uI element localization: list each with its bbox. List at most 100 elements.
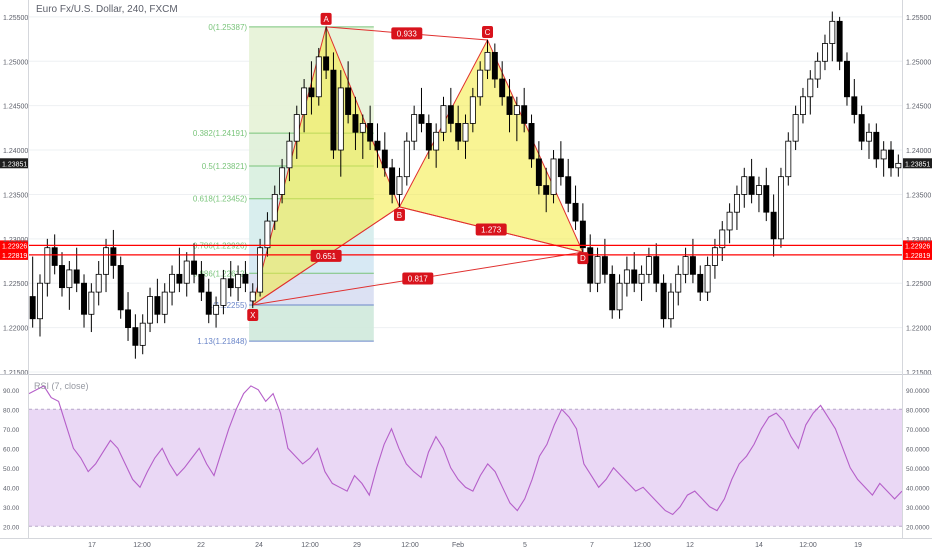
candle [139,314,146,355]
candle-body-up [147,296,154,324]
candle-body-down [330,69,337,151]
candle-body-down [227,278,234,289]
candle-body-up [638,273,645,284]
chart-title: Euro Fx/U.S. Dollar, 240, FXCM [36,4,178,15]
candle [822,34,828,71]
candle [829,11,836,62]
candle-body-up [359,123,366,133]
rsi-tick-label-left: 50.00 [3,466,20,473]
time-tick-label: 5 [523,542,527,549]
rsi-tick-label-left: 40.00 [3,485,20,492]
price-tick-label-right: 1.24000 [906,148,931,155]
candle-body-down [565,176,572,204]
candle-body-up [513,105,520,115]
price-axis-right: 1.25500 1.25000 1.24500 1.24000 1.23500 1.230… [906,15,931,377]
candle [59,252,65,297]
candle-body-up [682,256,689,275]
candle [37,274,43,337]
candle [770,194,777,257]
time-tick-label: Feb [452,542,464,549]
candle [667,283,674,328]
candle-body-up [257,247,264,293]
candle [535,141,542,195]
rsi-tick-label-right: 50.0000 [906,466,930,473]
candle-body-down [631,269,638,284]
candle-body-down [543,185,550,195]
candle [763,167,770,222]
candle-body-down [770,211,777,240]
candle [381,132,388,177]
candle [844,52,850,106]
rsi-grid [29,408,902,527]
price-tick-label-left: 1.21500 [3,370,28,377]
rsi-tick-label-right: 20.0000 [906,524,930,531]
candle-body-down [689,256,696,275]
time-axis[interactable]: 17 12:00 22 24 12:00 29 12:00 Feb 5 7 12:00 12 14 12:… [88,542,862,549]
candle-body-up [704,265,711,293]
candle-body-up [169,273,176,293]
price-tick-label-left: 1.25500 [3,15,28,22]
rsi-tick-label-right: 30.0000 [906,505,930,512]
candle [660,274,667,328]
candle [66,261,73,310]
candle-body-up [433,131,440,151]
candle [866,123,872,159]
price-tick-label-left: 1.24000 [3,148,28,155]
rsi-tick-label-left: 20.00 [3,524,20,531]
candle-body-up [726,211,733,231]
candle-body-up [315,56,322,98]
candle-body-down [844,60,850,98]
fib-level-label: 0(1.25387) [208,23,247,32]
candle-body-up [337,87,344,151]
candle [579,203,586,253]
candle [235,265,242,301]
candle-body-down [557,158,564,178]
candle [425,114,432,159]
candle-body-up [396,176,403,195]
candle-body-up [264,220,271,249]
candle-body-down [763,185,770,213]
candle [220,269,227,315]
price-tick-label-right: 1.24500 [906,104,931,111]
candle [645,247,652,284]
fib-level-label: 1.13(1.21848) [197,337,247,346]
candle [462,114,469,159]
level-tag-right-text: 1.22819 [905,253,930,260]
candle [271,185,278,230]
candle [88,283,95,333]
candle [682,247,689,284]
candle-body-up [594,256,601,284]
candle-body-up [279,167,286,195]
fib-level-label: 0.618(1.23452) [193,195,248,204]
candle [44,238,51,297]
candle [447,87,454,133]
rsi-tick-label-left: 80.00 [3,407,20,414]
ratio-label-xd-box [402,272,434,285]
time-tick-label: 19 [854,542,862,549]
candle-body-down [81,282,87,315]
candle-body-down [59,265,65,289]
candle-body-up [792,114,799,142]
d-target-annotation: 0.8[TARGET] [597,229,639,236]
candle [550,150,557,204]
candle [198,261,205,301]
candle [499,61,506,106]
candle-body-down [205,291,212,315]
candle [807,70,814,115]
fib-level-label: 0.5(1.23821) [202,162,248,171]
time-tick-label: 12:00 [799,542,817,549]
candle-body-up [741,176,748,195]
candle [352,96,359,151]
candle [704,256,711,301]
candle-body-down [851,96,858,115]
candle-body-up [895,162,902,169]
price-tick-label-left: 1.22500 [3,281,28,288]
candle-body-down [110,247,117,266]
candle [161,283,168,324]
horizontal-levels: 1.22926 1.22926 1.22819 1.22819 1.23851 1.238… [0,158,932,260]
candle-body-down [836,20,843,62]
candle [557,141,564,186]
price-tick-label-left: 1.22000 [3,326,28,333]
candle [616,274,623,319]
price-tick-label-right: 1.23500 [906,192,931,199]
